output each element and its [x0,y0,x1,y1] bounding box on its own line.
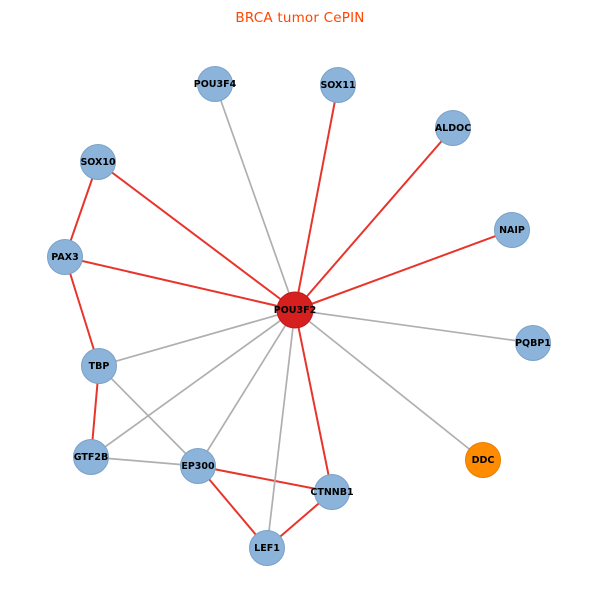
network-edge-PAX3-TBP [64,256,100,367]
network-node-label-PQBP1: PQBP1 [515,338,551,349]
network-edge-POU3F2-DDC [294,309,484,461]
network-edge-POU3F2-CTNNB1 [294,309,333,493]
network-node-SOX11 [320,67,356,103]
network-edge-POU3F2-EP300 [197,309,296,467]
network-node-NAIP [494,212,530,248]
network-edge-POU3F2-SOX11 [294,84,339,311]
network-node-label-TBP: TBP [89,361,110,372]
network-node-PQBP1 [515,325,551,361]
network-edge-POU3F2-SOX10 [97,161,296,311]
network-node-label-NAIP: NAIP [499,225,525,236]
network-edge-POU3F2-ALDOC [294,127,454,311]
network-edge-POU3F2-NAIP [294,229,513,311]
network-node-SOX10 [80,144,116,180]
network-node-ALDOC [435,110,471,146]
network-node-label-GTF2B: GTF2B [74,452,108,463]
network-node-DDC [465,442,501,478]
network-node-label-SOX11: SOX11 [320,80,355,91]
network-edge-POU3F2-TBP [98,309,296,367]
network-node-label-EP300: EP300 [181,461,215,472]
network-node-label-ALDOC: ALDOC [435,123,471,134]
network-node-label-PAX3: PAX3 [51,252,78,263]
network-edge-TBP-EP300 [98,365,199,467]
network-edge-POU3F2-POU3F4 [214,83,296,311]
network-edge-POU3F2-GTF2B [90,309,296,458]
plot-title: BRCA tumor CePIN [235,10,365,26]
network-node-PAX3 [47,239,83,275]
network-node-label-CTNNB1: CTNNB1 [310,487,353,498]
network-node-TBP [81,348,117,384]
network-edge-POU3F2-PQBP1 [294,309,534,344]
network-node-CTNNB1 [314,474,350,510]
network-node-label-POU3F4: POU3F4 [194,79,237,90]
network-edge-EP300-CTNNB1 [197,465,333,493]
network-node-label-SOX10: SOX10 [80,157,116,168]
network-node-POU3F2 [276,291,314,329]
network-edge-POU3F2-LEF1 [266,309,296,549]
network-node-label-POU3F2: POU3F2 [274,305,316,316]
network-node-POU3F4 [197,66,233,102]
network-edge-POU3F2-PAX3 [64,256,296,311]
network-node-label-LEF1: LEF1 [254,543,280,554]
network-node-EP300 [180,448,216,484]
network-node-label-DDC: DDC [472,455,495,466]
network-node-LEF1 [249,530,285,566]
network-node-GTF2B [73,439,109,475]
